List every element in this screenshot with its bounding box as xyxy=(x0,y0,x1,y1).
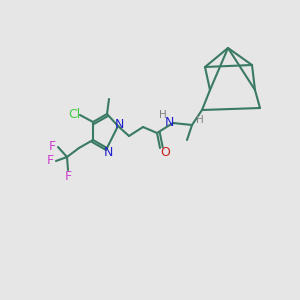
Text: H: H xyxy=(159,110,167,120)
Text: F: F xyxy=(48,140,56,152)
Text: N: N xyxy=(114,118,124,130)
Text: N: N xyxy=(164,116,174,128)
Text: O: O xyxy=(160,146,170,158)
Text: F: F xyxy=(64,169,72,182)
Text: H: H xyxy=(196,115,204,125)
Text: N: N xyxy=(103,146,113,158)
Text: F: F xyxy=(46,154,54,167)
Text: Cl: Cl xyxy=(68,107,80,121)
